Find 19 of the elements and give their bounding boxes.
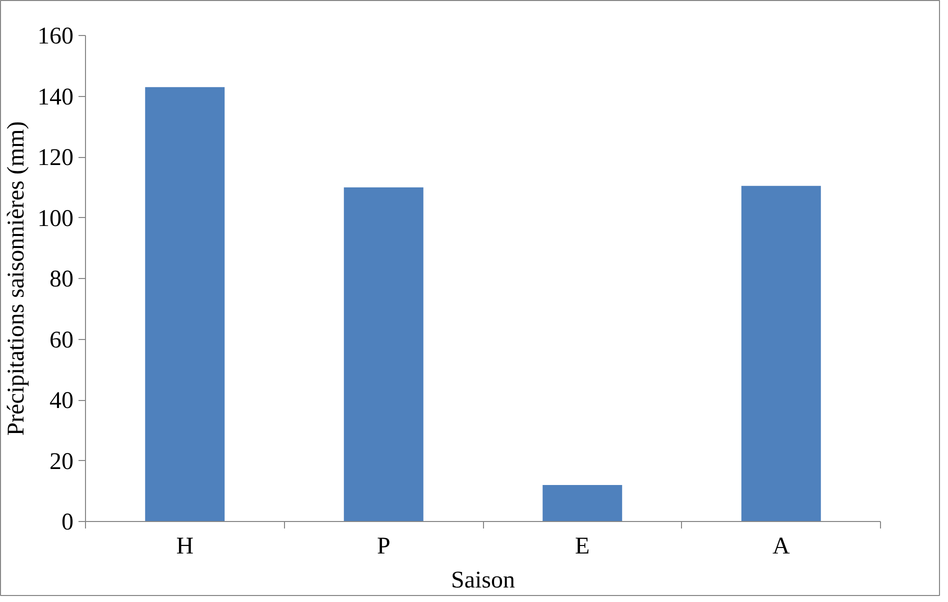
bar bbox=[542, 485, 622, 522]
x-tick-label: P bbox=[376, 534, 390, 560]
bar bbox=[145, 87, 225, 522]
x-tick-label: H bbox=[176, 534, 194, 560]
x-tick-label: A bbox=[772, 534, 790, 560]
y-tick-label: 0 bbox=[62, 510, 74, 536]
y-tick-label: 60 bbox=[50, 327, 74, 354]
y-tick-label: 160 bbox=[38, 24, 74, 50]
x-tick-label: E bbox=[575, 534, 590, 560]
y-axis-title: Précipitations saisonnières (mm) bbox=[4, 121, 30, 436]
x-axis-title: Saison bbox=[450, 568, 516, 594]
bar bbox=[741, 186, 821, 522]
y-tick-label: 120 bbox=[38, 145, 74, 171]
bar bbox=[344, 187, 424, 522]
y-tick-label: 100 bbox=[38, 206, 74, 232]
y-tick-label: 80 bbox=[50, 266, 74, 292]
y-tick-label: 40 bbox=[50, 388, 74, 414]
y-tick-label: 140 bbox=[38, 84, 74, 110]
y-tick-label: 20 bbox=[50, 448, 74, 475]
